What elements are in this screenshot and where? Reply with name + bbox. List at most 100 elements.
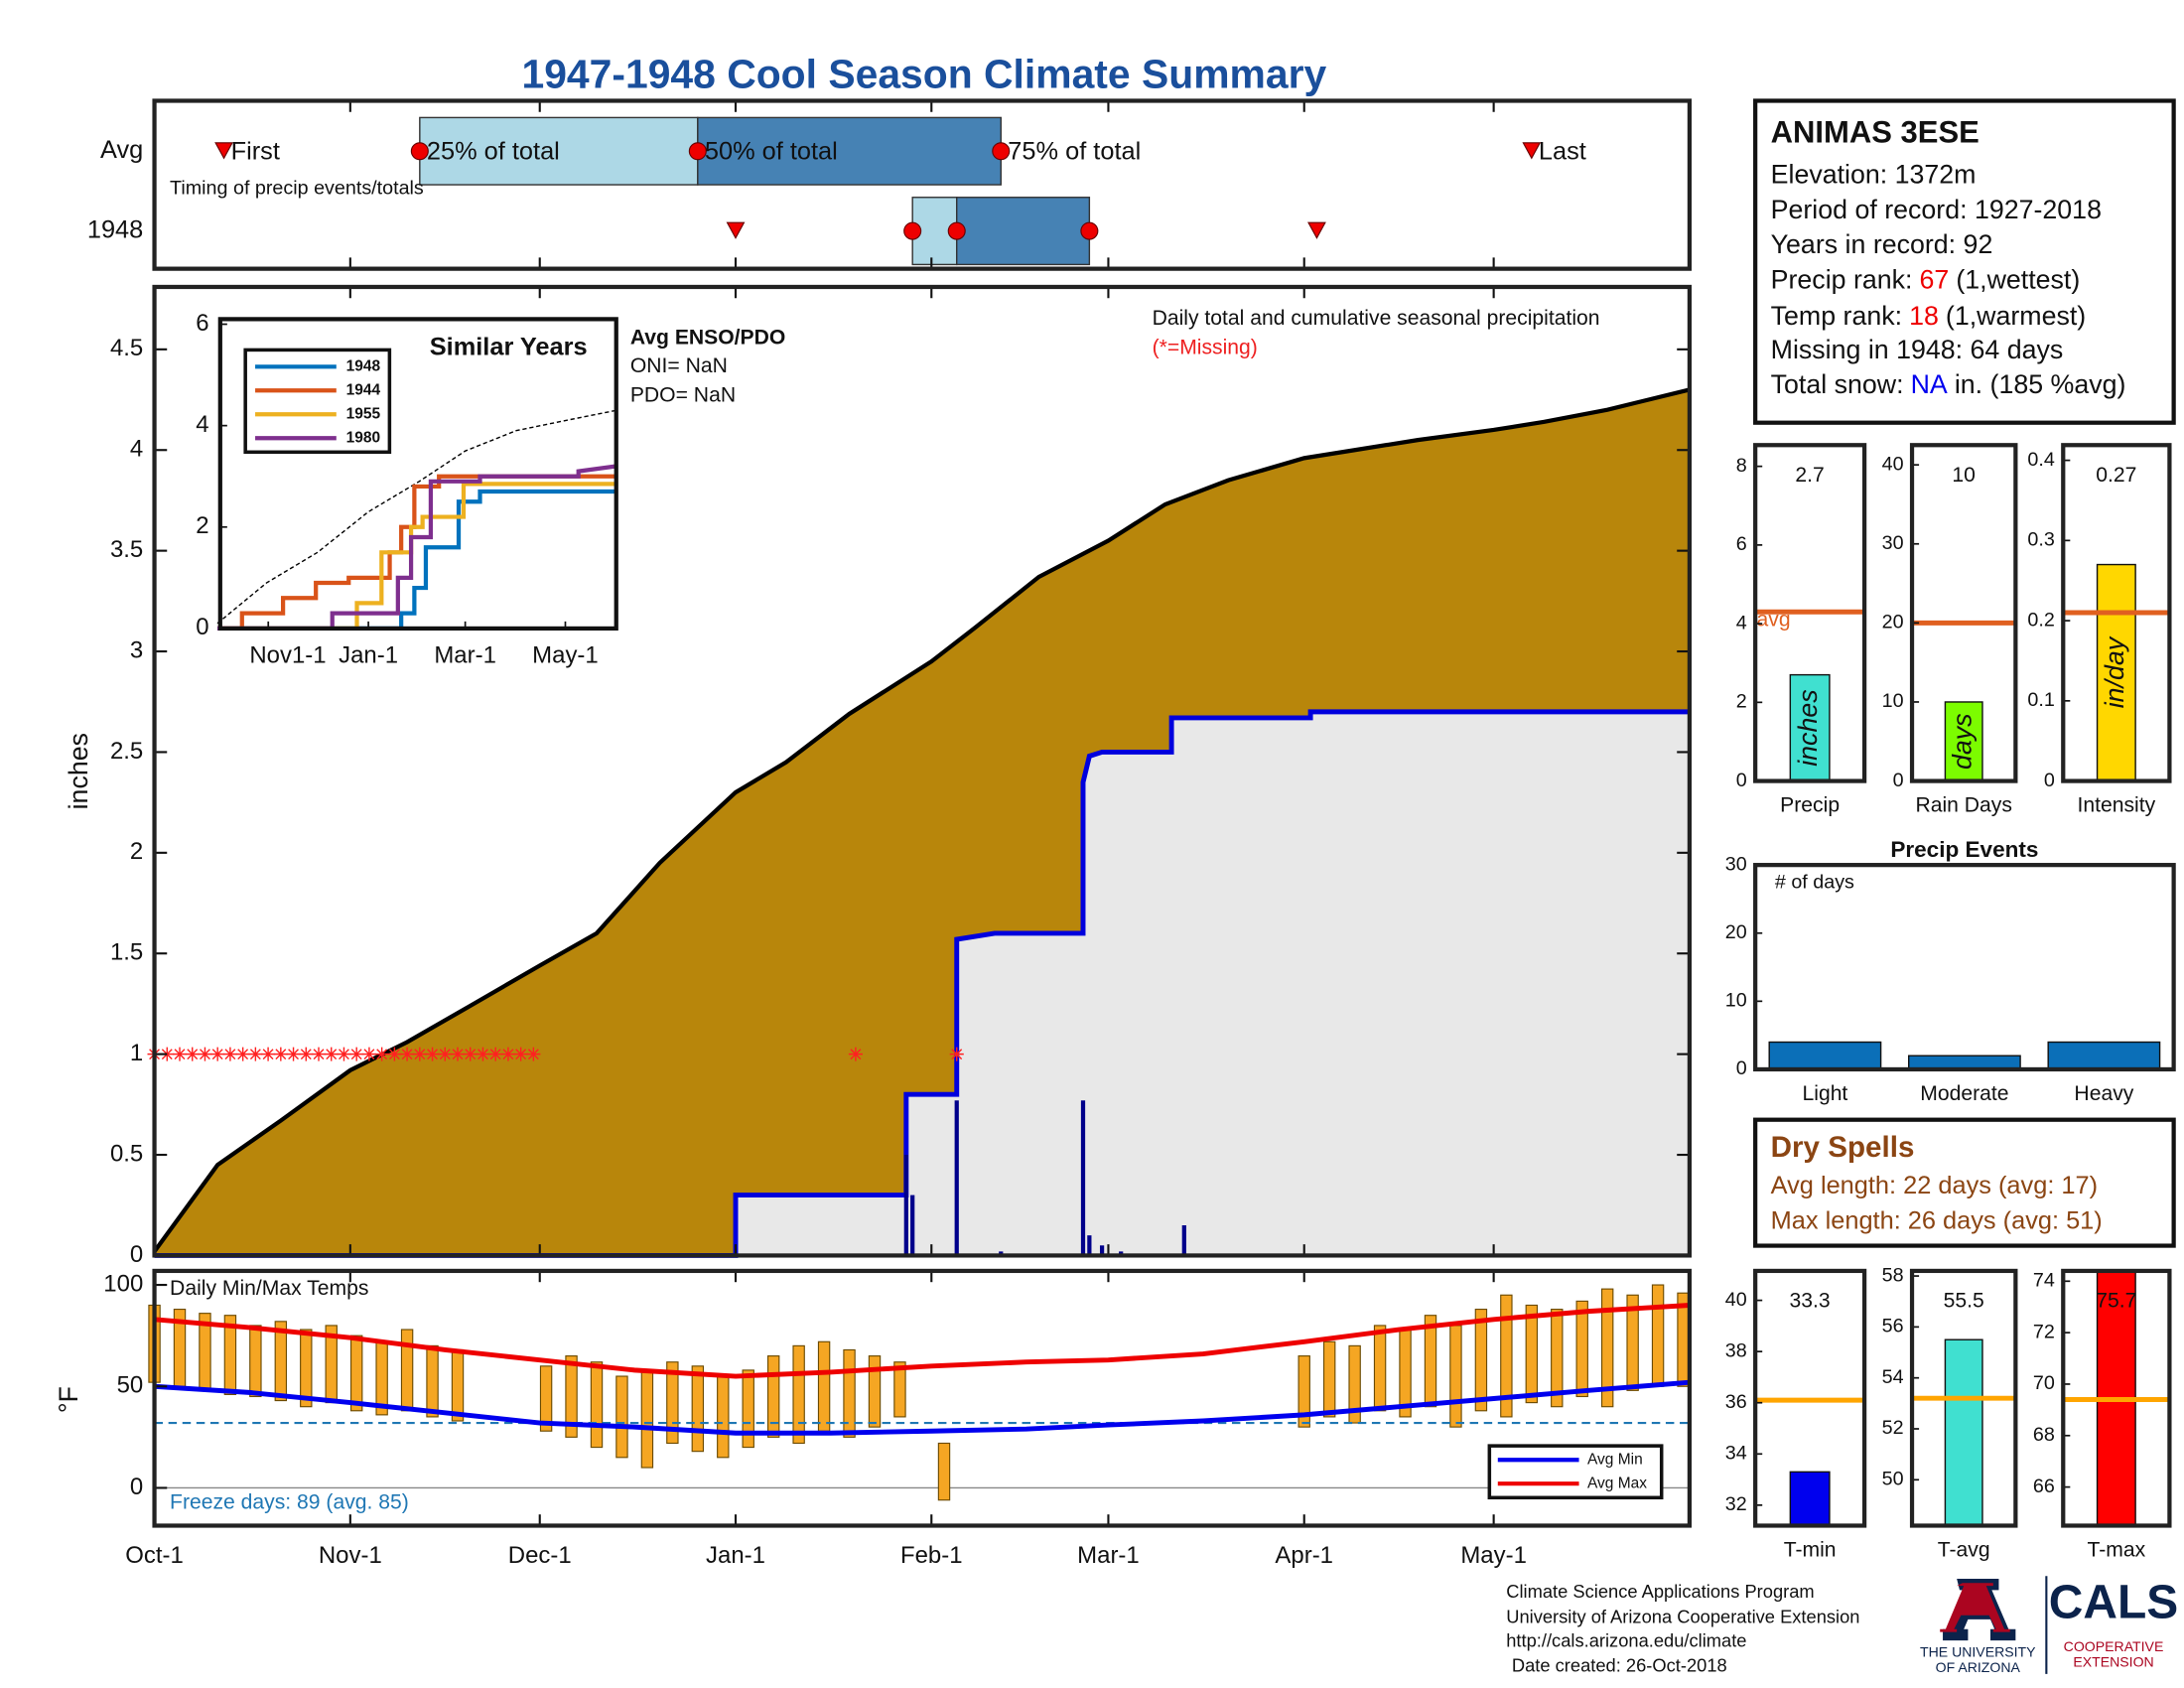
temp-range-bar	[1424, 1315, 1437, 1408]
y-tick-label: 36	[1725, 1391, 1747, 1413]
x-tick-label: May-1	[532, 641, 599, 668]
y-tick-label: 0	[196, 614, 208, 640]
temp-range-bar	[1449, 1325, 1462, 1428]
temp-range-bar	[300, 1329, 313, 1408]
logo-text: THE UNIVERSITY	[1920, 1643, 2036, 1659]
panel-note: # of days	[1775, 872, 1854, 894]
missing-marker	[337, 1047, 351, 1061]
footer-line: http://cals.arizona.edu/climate	[1506, 1629, 1746, 1650]
temp-range-bar	[1297, 1355, 1310, 1428]
y-tick-label: 2	[130, 838, 143, 865]
y-tick-label: 34	[1725, 1443, 1747, 1465]
temp-range-bar	[1525, 1304, 1539, 1404]
series-line	[216, 489, 616, 632]
temp-range-bar	[1575, 1300, 1588, 1398]
missing-note: (*=Missing)	[1153, 337, 1258, 359]
total-marker	[903, 221, 922, 240]
bar	[2096, 1270, 2136, 1526]
temp-range-bar	[274, 1321, 288, 1402]
bar	[2047, 1041, 2161, 1069]
page-title: 1947-1948 Cool Season Climate Summary	[521, 51, 1326, 96]
average-label: avg	[1757, 608, 1791, 631]
y-tick-label: 10	[1882, 690, 1904, 712]
marker-label: First	[231, 137, 280, 165]
temp-range-bar	[1373, 1325, 1387, 1412]
missing-marker	[450, 1047, 466, 1061]
y-tick-label: 4	[196, 411, 208, 438]
note: (1,warmest)	[1946, 301, 2086, 331]
y-tick-label: 0	[130, 1474, 143, 1500]
marker-label: 50% of total	[705, 137, 838, 165]
event-marker	[726, 221, 746, 239]
y-tick-label: 0.3	[2027, 529, 2054, 551]
y-tick-label: 38	[1725, 1339, 1747, 1361]
value-label: 2.7	[1795, 464, 1824, 487]
marker-label: 25% of total	[427, 137, 560, 165]
y-tick-label: 2	[1736, 691, 1747, 713]
avg-temp-line	[154, 1379, 1691, 1436]
total-marker	[410, 142, 429, 161]
temp-range-bar	[590, 1361, 604, 1449]
label: Temp rank:	[1771, 301, 1902, 331]
category-label: Intensity	[2077, 794, 2155, 817]
legend-label: 1948	[346, 357, 381, 374]
y-tick-label: 6	[1736, 533, 1747, 555]
category-label: T-avg	[1938, 1538, 1990, 1561]
inset-title: Similar Years	[430, 334, 588, 361]
y-tick-label: 54	[1882, 1366, 1904, 1388]
missing-marker	[286, 1047, 301, 1061]
series-line	[216, 464, 617, 632]
unit-label: in/day	[2100, 635, 2129, 708]
dry-spells-line: Max length: 26 days (avg: 51)	[1771, 1206, 2103, 1234]
unit-label: inches	[1793, 689, 1823, 766]
label: Precip rank:	[1771, 264, 1913, 294]
station-line: Elevation: 1372m	[1771, 160, 1977, 190]
missing-marker	[949, 1047, 964, 1061]
unit-label: days	[1947, 713, 1977, 770]
station-line: Temp rank: 18 (1,warmest)	[1771, 301, 2087, 331]
y-tick-label: 3	[130, 636, 143, 663]
total-marker	[992, 142, 1011, 161]
y-tick-label: 2	[196, 512, 208, 539]
total-marker	[947, 221, 966, 240]
y-tick-label: 1	[130, 1040, 143, 1066]
temp-range-bar	[451, 1348, 465, 1422]
y-tick-label: 70	[2033, 1372, 2055, 1394]
note: (1,wettest)	[1956, 264, 2080, 294]
missing-marker	[361, 1047, 376, 1061]
temp-range-bar	[539, 1365, 553, 1432]
missing-marker	[488, 1047, 503, 1061]
missing-marker	[387, 1047, 402, 1061]
legend-label: Avg Max	[1587, 1475, 1647, 1491]
bar	[2096, 563, 2136, 781]
y-tick-label: 72	[2033, 1321, 2055, 1342]
y-tick-label: 30	[1882, 532, 1904, 554]
y-tick-label: 50	[117, 1372, 144, 1399]
bar	[1789, 1471, 1831, 1526]
category-label: Rain Days	[1915, 794, 2011, 817]
category-label: Light	[1802, 1082, 1847, 1105]
x-tick-label: Mar-1	[1077, 1542, 1140, 1569]
station-line: Years in record: 92	[1771, 229, 1993, 259]
y-tick-label: 0	[1736, 770, 1747, 791]
station-line: Period of record: 1927-2018	[1771, 195, 2102, 224]
category-label: Heavy	[2074, 1082, 2133, 1105]
temp-range-bar	[249, 1325, 262, 1398]
temp-range-bar	[615, 1375, 628, 1459]
dry-spells-line: Avg length: 22 days (avg: 17)	[1771, 1172, 2098, 1199]
y-tick-label: 8	[1736, 455, 1747, 477]
university-logo: THE UNIVERSITY OF ARIZONA CALS COOPERATI…	[1920, 1576, 2178, 1675]
missing-marker	[526, 1047, 541, 1061]
average-line	[216, 409, 616, 625]
y-tick-label: 2.5	[110, 738, 143, 765]
temp-range-bar	[1600, 1288, 1614, 1408]
temp-range-bar	[1500, 1294, 1513, 1418]
label: Total snow:	[1771, 369, 1904, 399]
logo-cals: CALS	[2049, 1576, 2178, 1628]
y-tick-label: 50	[1882, 1469, 1904, 1490]
y-tick-label: 30	[1725, 853, 1747, 875]
missing-marker	[311, 1047, 327, 1061]
precip-note: Daily total and cumulative seasonal prec…	[1153, 307, 1600, 330]
daily-precip	[903, 1155, 908, 1256]
missing-marker	[400, 1047, 415, 1061]
